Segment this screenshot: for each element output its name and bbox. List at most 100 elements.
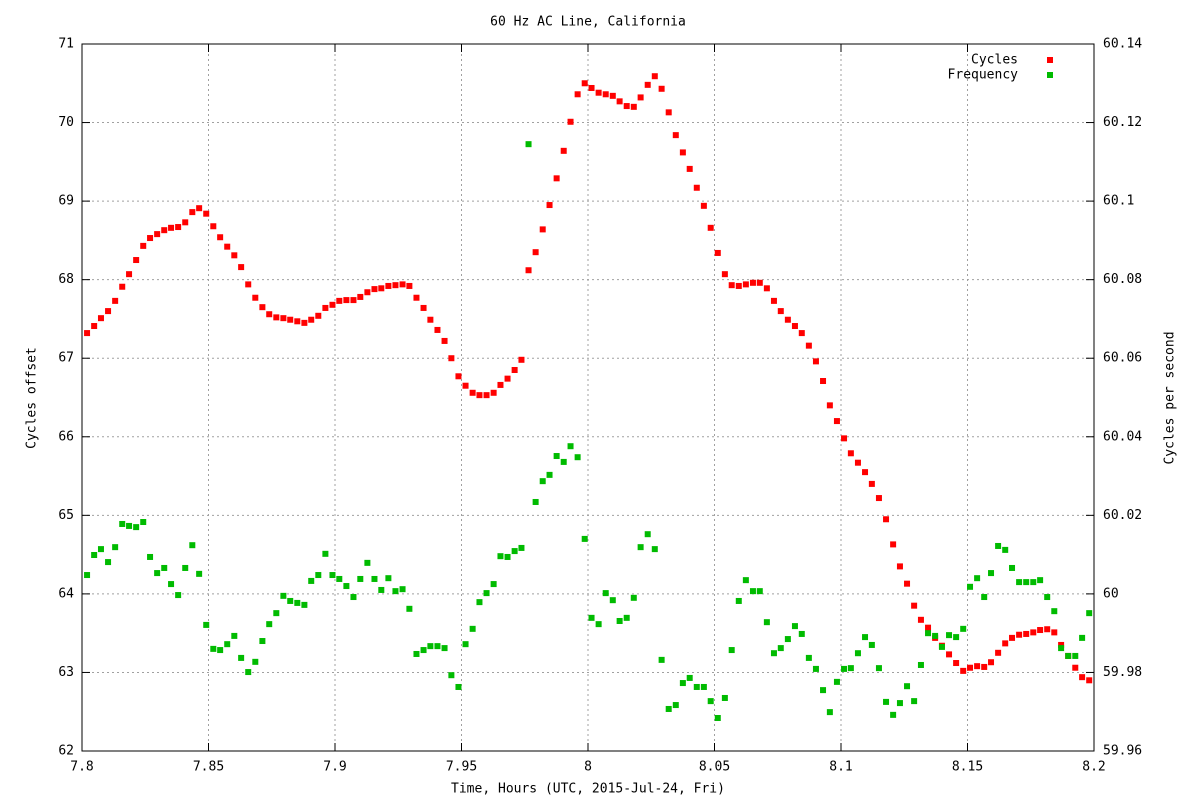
data-point [1079, 674, 1086, 681]
data-point [574, 91, 581, 98]
data-point [595, 89, 602, 96]
data-point [938, 643, 945, 650]
data-point [385, 575, 392, 582]
data-point [273, 610, 280, 617]
data-point [301, 601, 308, 608]
data-point [721, 271, 728, 278]
data-point [721, 694, 728, 701]
data-point [315, 572, 322, 579]
data-point [119, 520, 126, 527]
data-point [133, 524, 140, 531]
data-point [700, 202, 707, 209]
data-point [448, 672, 455, 679]
data-point [434, 643, 441, 650]
data-point [679, 149, 686, 156]
data-point [532, 249, 539, 256]
data-point [735, 282, 742, 289]
data-point [658, 656, 665, 663]
plot-border [81, 43, 1095, 752]
data-point [791, 623, 798, 630]
data-point [441, 645, 448, 652]
y2-tick-label: 60.14 [1103, 37, 1142, 52]
data-point [280, 592, 287, 599]
data-point [84, 330, 91, 337]
data-point [175, 592, 182, 599]
data-point [1009, 634, 1016, 641]
data-point [896, 700, 903, 707]
data-point [392, 588, 399, 595]
data-point [875, 665, 882, 672]
data-point [1086, 610, 1093, 617]
data-point [343, 583, 350, 590]
data-point [609, 92, 616, 99]
data-point [967, 664, 974, 671]
data-point [1002, 640, 1009, 647]
data-point [1051, 608, 1058, 615]
data-point [637, 94, 644, 101]
data-point [974, 575, 981, 582]
data-point [217, 234, 224, 241]
data-point [336, 575, 343, 582]
data-point [84, 572, 91, 579]
y2-tick-label: 59.98 [1103, 665, 1142, 680]
data-point [609, 597, 616, 604]
data-point [1058, 645, 1065, 652]
data-point [203, 210, 210, 217]
data-point [539, 226, 546, 233]
data-point [161, 564, 168, 571]
x-tick-label: 8.2 [1082, 760, 1105, 775]
data-point [406, 605, 413, 612]
data-point [904, 683, 911, 690]
data-point [147, 553, 154, 560]
data-point [539, 478, 546, 485]
data-point [560, 458, 567, 465]
legend-swatch [1047, 57, 1053, 63]
data-point [890, 541, 897, 548]
data-point [217, 647, 224, 654]
data-point [168, 224, 175, 231]
data-point [784, 636, 791, 643]
data-point [476, 392, 483, 399]
x-axis-label: Time, Hours (UTC, 2015-Jul-24, Fri) [451, 782, 725, 797]
y-tick-label: 70 [58, 115, 74, 130]
y-tick-label: 69 [58, 194, 74, 209]
data-point [413, 650, 420, 657]
data-point [651, 546, 658, 553]
data-point [469, 625, 476, 632]
data-point [189, 542, 196, 549]
data-point [904, 580, 911, 587]
data-point [441, 337, 448, 344]
data-point [686, 165, 693, 172]
data-point [476, 599, 483, 606]
data-point [1079, 634, 1086, 641]
x-tick-label: 8.05 [699, 760, 730, 775]
data-point [238, 264, 245, 271]
data-point [588, 614, 595, 621]
data-point [126, 522, 133, 529]
data-point [946, 632, 953, 639]
data-point [995, 649, 1002, 656]
data-point [378, 285, 385, 292]
data-point [917, 616, 924, 623]
data-point [932, 632, 939, 639]
data-point [371, 575, 378, 582]
data-point [483, 590, 490, 597]
x-tick-label: 7.9 [323, 760, 346, 775]
data-point [280, 315, 287, 322]
data-point [259, 304, 266, 311]
data-point [294, 599, 301, 606]
data-point [364, 559, 371, 566]
data-point [651, 73, 658, 80]
data-point [434, 326, 441, 333]
x-tick-label: 7.85 [193, 760, 224, 775]
data-point [686, 674, 693, 681]
y-tick-label: 64 [58, 586, 74, 601]
data-point [798, 630, 805, 637]
data-point [553, 453, 560, 460]
data-point [1016, 631, 1023, 638]
data-point [553, 175, 560, 182]
data-point [329, 301, 336, 308]
data-point [693, 683, 700, 690]
data-point [1051, 629, 1058, 636]
y-axis-label: Cycles offset [25, 347, 40, 449]
